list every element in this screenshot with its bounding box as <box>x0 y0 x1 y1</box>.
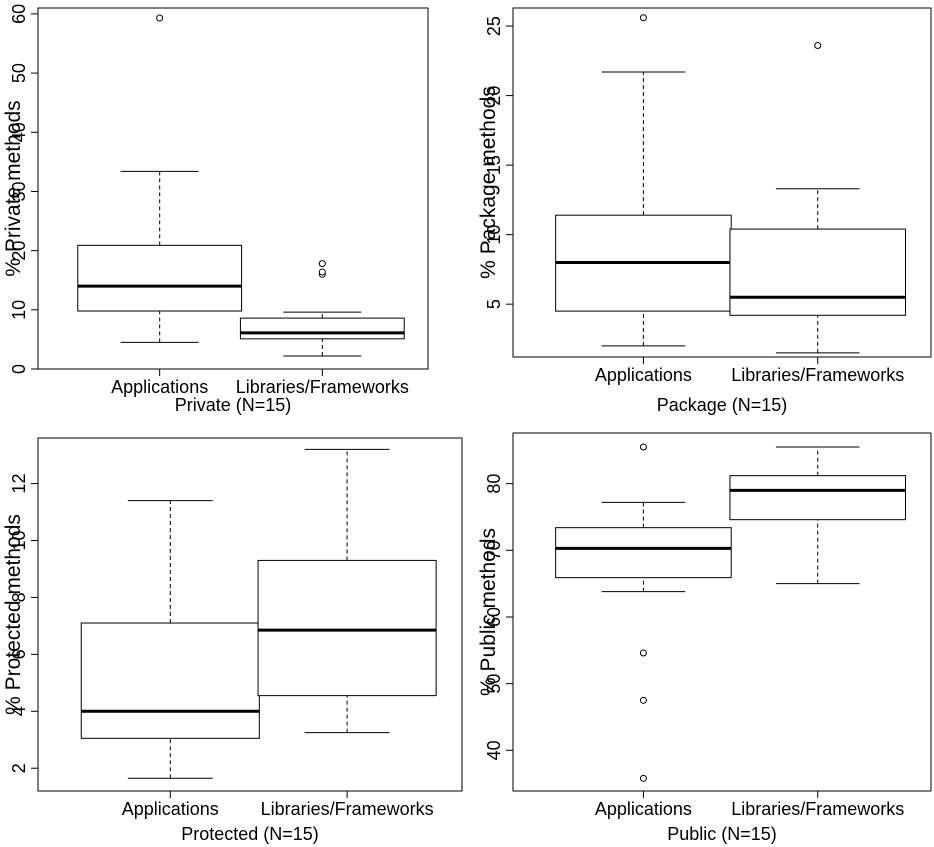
plot-frame <box>512 7 932 358</box>
y-tick-label: 30 <box>9 181 29 201</box>
y-axis-label: % Public methods <box>477 528 500 696</box>
y-axis-label: % Private methods <box>2 100 25 276</box>
x-tick-label: Applications <box>122 799 219 819</box>
y-axis-label: % Protected methods <box>2 514 25 715</box>
y-axis-label: % Package methods <box>477 86 500 279</box>
box-applications <box>80 500 260 779</box>
outlier-point <box>639 443 647 451</box>
x-tick-label: Libraries/Frameworks <box>731 799 904 819</box>
outlier-point <box>156 14 164 22</box>
y-tick-label: 25 <box>484 16 504 36</box>
iqr-box <box>257 559 437 697</box>
box-libraries-frameworks <box>729 42 907 354</box>
iqr-box <box>77 244 243 312</box>
x-tick-label: Applications <box>595 365 692 385</box>
iqr-box <box>555 527 732 579</box>
y-tick-label: 12 <box>9 474 29 494</box>
box-applications <box>77 14 243 343</box>
outlier-point <box>318 268 326 276</box>
panel-public: 40 50 60 70 80 % Public methods Applications Li… <box>477 432 932 844</box>
iqr-box <box>80 622 260 739</box>
x-tick-label: Libraries/Frameworks <box>731 365 904 385</box>
y-tick-label: 2 <box>9 763 29 773</box>
panel-title: Protected (N=15) <box>181 824 319 844</box>
y-tick-label: 0 <box>9 364 29 374</box>
y-tick-label: 10 <box>9 300 29 320</box>
panel-private: 0 10 20 30 40 50 60 % Private methods Applicatio… <box>2 4 429 415</box>
y-tick-label: 5 <box>484 299 504 309</box>
outlier-point <box>639 649 647 657</box>
x-tick-label: Libraries/Frameworks <box>261 799 434 819</box>
y-tick-label: 50 <box>484 674 504 694</box>
y-tick-label: 70 <box>484 540 504 560</box>
y-tick-label: 60 <box>484 607 504 627</box>
panel-title: Package (N=15) <box>657 395 788 415</box>
y-tick-label: 6 <box>9 649 29 659</box>
box-libraries-frameworks <box>257 448 437 734</box>
y-tick-label: 10 <box>9 530 29 550</box>
y-tick-label: 8 <box>9 592 29 602</box>
y-tick-label: 20 <box>9 241 29 261</box>
outlier-point <box>639 696 647 704</box>
iqr-box <box>729 475 907 521</box>
box-applications <box>555 14 732 347</box>
panel-title: Private (N=15) <box>175 395 292 415</box>
y-tick-label: 80 <box>484 474 504 494</box>
box-libraries-frameworks <box>239 260 405 357</box>
outlier-point <box>639 774 647 782</box>
x-tick-label: Applications <box>111 377 208 397</box>
y-tick-label: 4 <box>9 706 29 716</box>
outlier-point <box>318 260 326 268</box>
box-libraries-frameworks <box>729 446 907 585</box>
y-tick-label: 50 <box>9 63 29 83</box>
box-applications <box>555 443 732 782</box>
y-tick-label: 15 <box>484 155 504 175</box>
y-tick-label: 20 <box>484 86 504 106</box>
y-tick-label: 40 <box>484 740 504 760</box>
plot-frame <box>37 7 429 370</box>
y-tick-label: 60 <box>9 4 29 24</box>
panel-protected: 2 4 6 8 10 12 % Protected methods Applications L… <box>2 437 463 844</box>
iqr-box <box>729 228 907 316</box>
y-tick-label: 10 <box>484 225 504 245</box>
y-tick-label: 40 <box>9 122 29 142</box>
x-tick-label: Libraries/Frameworks <box>236 377 409 397</box>
plot-frame <box>512 432 932 792</box>
plot-frame <box>37 437 463 792</box>
panel-package: 5 10 15 20 25 % Package methods Applications Li… <box>477 7 932 415</box>
panel-title: Public (N=15) <box>667 824 777 844</box>
iqr-box <box>239 317 405 340</box>
outlier-point <box>639 14 647 22</box>
outlier-point <box>814 42 822 50</box>
x-tick-label: Applications <box>595 799 692 819</box>
